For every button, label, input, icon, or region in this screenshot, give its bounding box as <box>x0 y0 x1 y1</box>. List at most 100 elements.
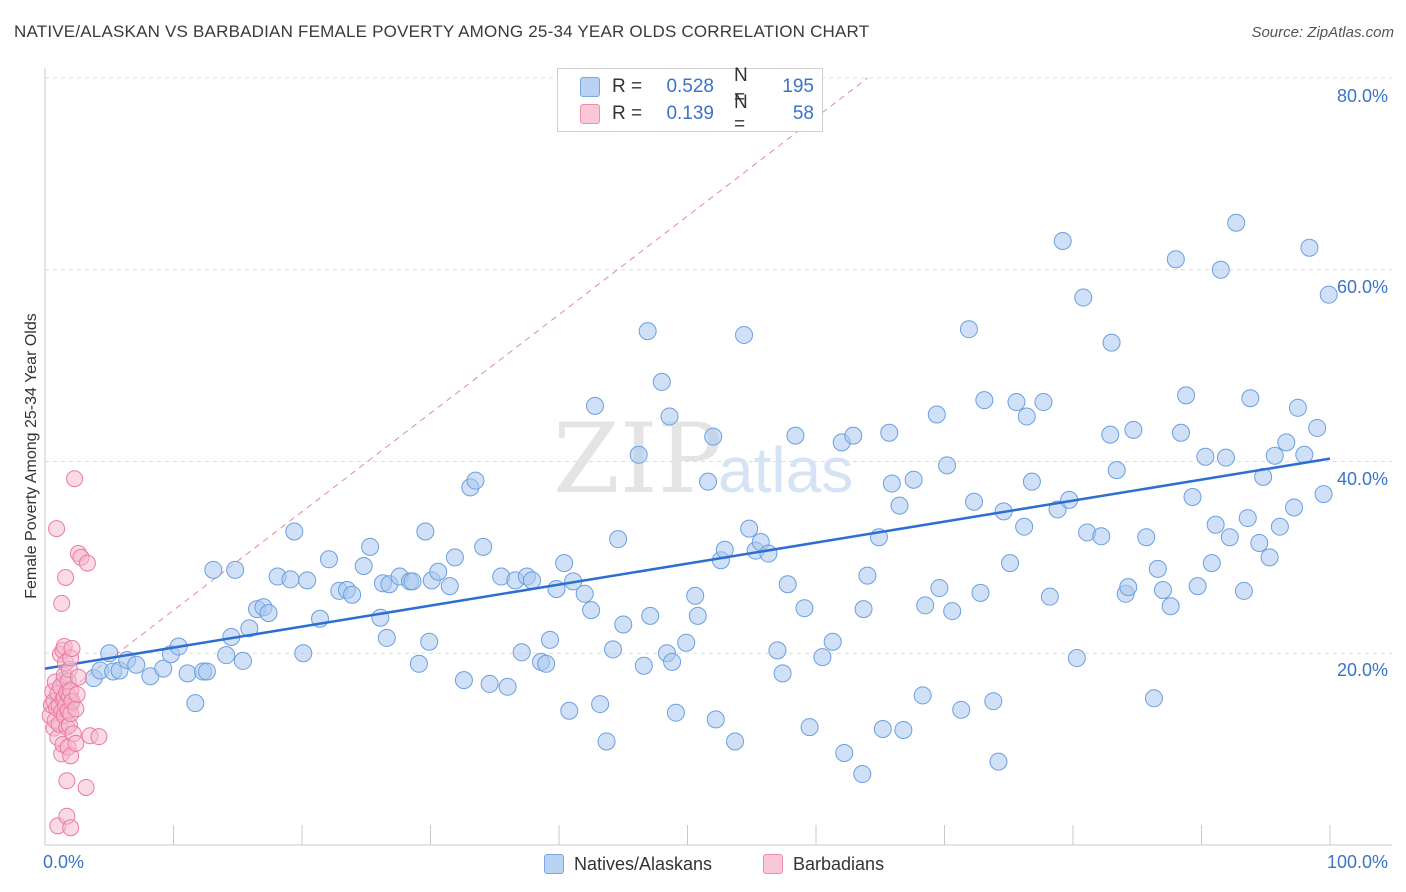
natives-point <box>575 584 594 603</box>
barbadians-legend-label: Barbadians <box>793 853 885 874</box>
natives-point <box>319 550 338 569</box>
natives-point <box>873 719 892 738</box>
natives-r-value: 0.528 <box>666 76 714 97</box>
natives-point <box>858 566 877 585</box>
natives-point <box>913 686 932 705</box>
natives-point <box>688 606 707 625</box>
barbadians-n-value: 58 <box>792 103 814 124</box>
natives-point <box>652 372 671 391</box>
natives-point <box>178 664 197 683</box>
natives-point <box>1265 446 1284 465</box>
natives-point <box>403 572 422 591</box>
natives-point <box>614 615 633 634</box>
natives-point <box>1211 260 1230 279</box>
natives-point <box>597 732 616 751</box>
r-label: R = <box>612 103 643 124</box>
natives-point <box>1177 386 1196 405</box>
natives-point <box>474 537 493 556</box>
natives-point <box>800 718 819 737</box>
trend-lines <box>44 77 868 710</box>
watermark-atlas: atlas <box>718 434 853 506</box>
barbadians-point <box>67 734 85 752</box>
natives-point <box>927 405 946 424</box>
natives-point <box>1183 487 1202 506</box>
natives-point <box>1137 528 1156 547</box>
natives-point <box>560 701 579 720</box>
natives-point <box>343 585 362 604</box>
barbadians-point <box>62 819 80 837</box>
natives-point <box>704 427 723 446</box>
natives-point <box>795 599 814 618</box>
natives-point <box>660 407 679 426</box>
natives-point <box>1092 527 1111 546</box>
natives-point <box>1040 587 1059 606</box>
natives-point <box>281 570 300 589</box>
y-tick-label: 20.0% <box>1337 660 1389 680</box>
barbadians-point <box>90 728 108 746</box>
natives-point <box>773 664 792 683</box>
natives-point <box>416 522 435 541</box>
natives-point <box>880 423 899 442</box>
natives-point <box>1241 389 1260 408</box>
source-label: Source: ZipAtlas.com <box>1251 24 1394 41</box>
barbadians-point <box>68 685 86 703</box>
natives-point <box>1308 418 1327 437</box>
natives-point <box>226 560 245 579</box>
natives-point <box>835 743 854 762</box>
natives-swatch <box>580 77 600 97</box>
natives-point <box>523 571 542 590</box>
natives-point <box>759 544 778 563</box>
barbadians-point <box>78 554 96 572</box>
n-label: N = <box>734 65 748 108</box>
natives-point <box>512 643 531 662</box>
natives-point <box>298 571 317 590</box>
watermark: ZIP atlas <box>553 403 853 515</box>
natives-point <box>677 633 696 652</box>
natives-point <box>638 322 657 341</box>
natives-point <box>1161 597 1180 616</box>
natives-trend-line <box>44 457 1331 670</box>
natives-point <box>445 548 464 567</box>
natives-point <box>197 662 216 681</box>
natives-point <box>377 628 396 647</box>
natives-point <box>1285 498 1304 517</box>
natives-point <box>1314 485 1333 504</box>
natives-point <box>294 644 313 663</box>
y-axis-label: Female Poverty Among 25-34 Year Olds <box>23 313 40 599</box>
natives-point <box>555 554 574 573</box>
barbadians-point <box>48 520 66 538</box>
natives-legend-label: Natives/Alaskans <box>574 853 713 874</box>
natives-point <box>666 703 685 722</box>
barbadians-swatch <box>580 104 600 124</box>
natives-point <box>454 671 473 690</box>
natives-point <box>1053 231 1072 250</box>
natives-point <box>1101 425 1120 444</box>
natives-point <box>582 601 601 620</box>
y-tick-label: 40.0% <box>1337 469 1389 489</box>
natives-point <box>1107 461 1126 480</box>
natives-point <box>127 655 146 674</box>
natives-point <box>904 470 923 489</box>
natives-point <box>894 720 913 739</box>
natives-point <box>591 695 610 714</box>
natives-point <box>686 586 705 605</box>
barbadians-trend-line <box>44 77 868 710</box>
natives-point <box>1288 398 1307 417</box>
barbadians-point <box>69 668 87 686</box>
natives-point <box>1216 448 1235 467</box>
natives-point <box>259 603 278 622</box>
natives-point <box>440 577 459 596</box>
x-tick-label: 100.0% <box>1327 852 1389 872</box>
natives-point <box>1102 333 1121 352</box>
natives-point <box>409 654 428 673</box>
natives-point <box>943 602 962 621</box>
natives-point <box>1300 238 1319 257</box>
natives-point <box>541 630 560 649</box>
natives-point <box>854 600 873 619</box>
natives-point <box>1034 393 1053 412</box>
x-tick-label: 0.0% <box>43 852 85 872</box>
natives-point <box>699 472 718 491</box>
natives-point <box>930 579 949 598</box>
natives-point <box>971 583 990 602</box>
natives-point <box>1319 285 1338 304</box>
